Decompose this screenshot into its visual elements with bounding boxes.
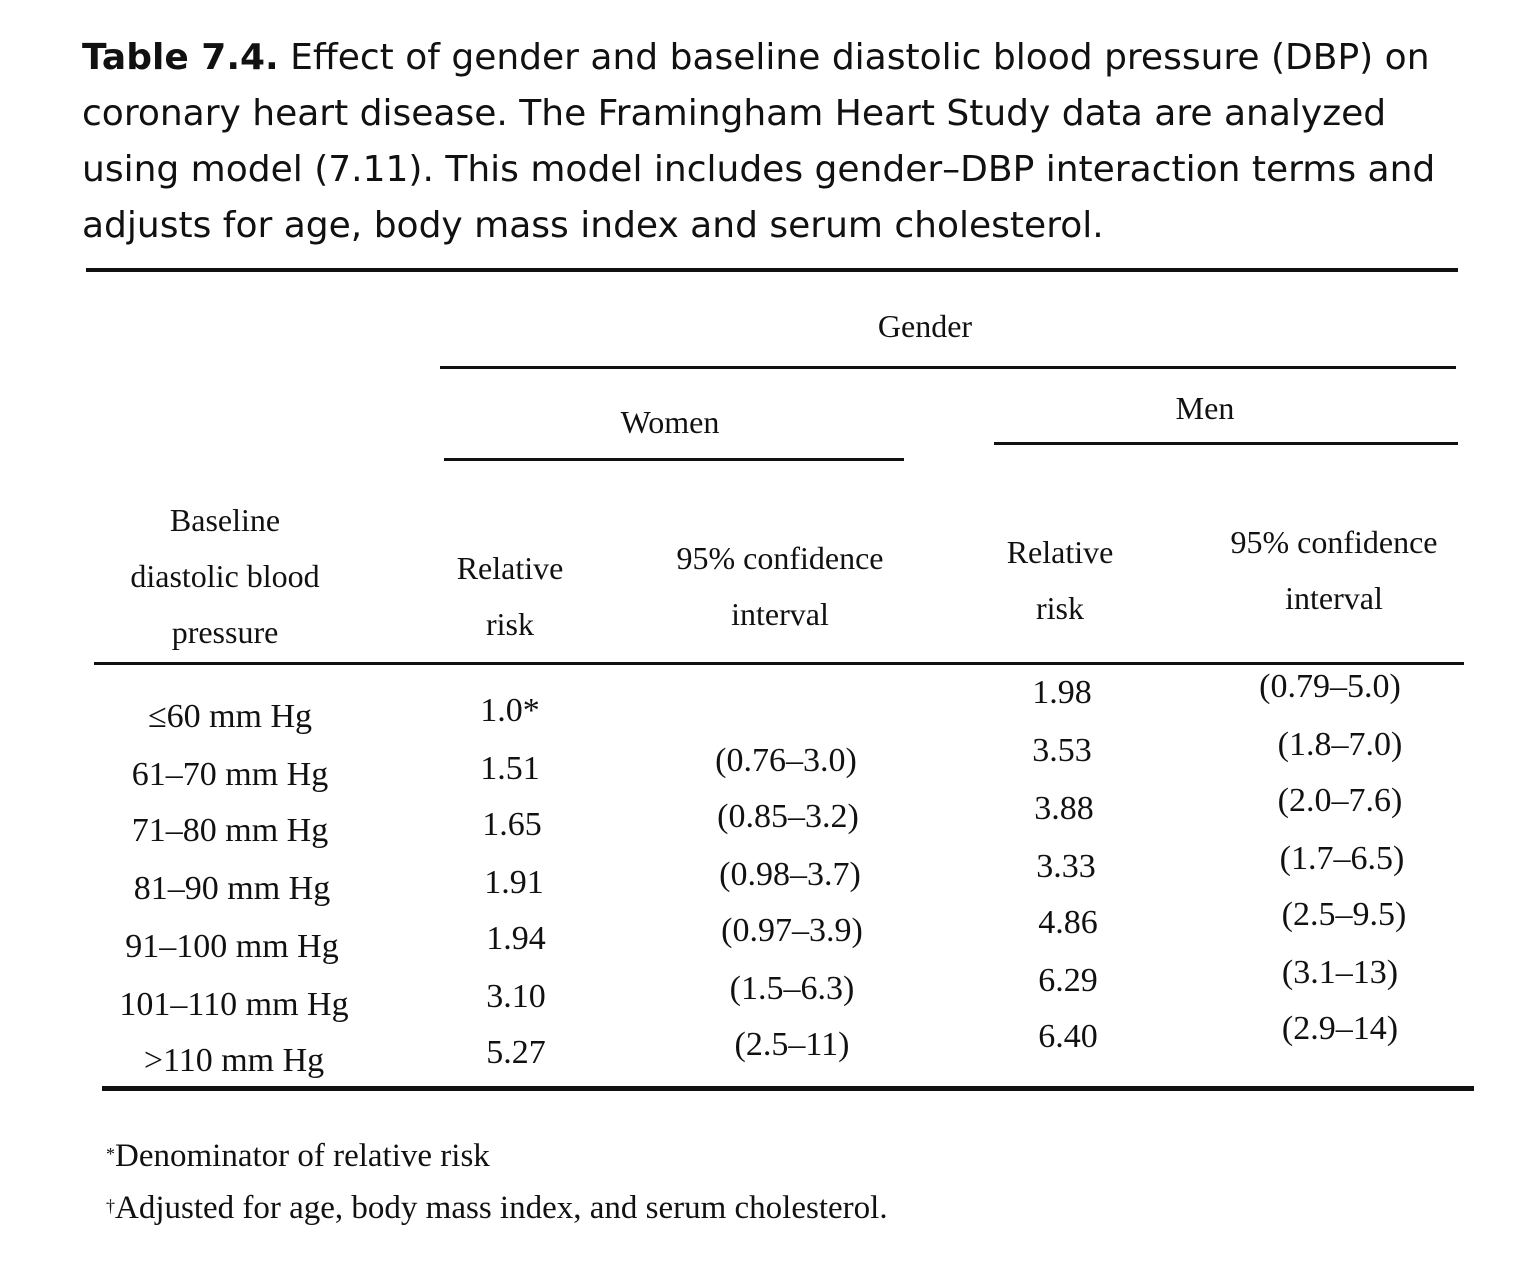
column-header-line: risk	[1036, 590, 1084, 626]
women-relative-risk: 1.94	[486, 920, 546, 957]
men-relative-risk: 3.88	[1034, 790, 1094, 827]
caption-text: Effect of gender and baseline diastolic …	[82, 37, 1436, 246]
men-relative-risk: 4.86	[1038, 904, 1098, 941]
group-rule-men	[994, 442, 1458, 445]
column-header-line: Baseline	[169, 502, 281, 538]
table-row-label: 81–90 mm Hg	[133, 870, 331, 907]
men-confidence-interval: (1.8–7.0)	[1277, 726, 1403, 763]
column-header-men-ci: 95% confidence interval	[1184, 514, 1484, 626]
table-top-rule	[86, 268, 1458, 272]
group-header-women: Women	[620, 404, 720, 440]
column-header-line: 95% confidence	[1230, 524, 1438, 560]
men-confidence-interval: (2.5–9.5)	[1281, 896, 1407, 933]
table-row-label: 101–110 mm Hg	[119, 986, 349, 1023]
footnote-denominator: *Denominator of relative risk	[106, 1138, 490, 1175]
column-header-line: pressure	[171, 614, 279, 650]
women-confidence-interval: (0.97–3.9)	[721, 912, 863, 949]
column-header-line: interval	[731, 596, 829, 632]
table-row-label: 91–100 mm Hg	[125, 928, 339, 965]
column-header-women-ci: 95% confidence interval	[630, 530, 930, 642]
women-relative-risk: 5.27	[486, 1034, 546, 1071]
column-header-line: interval	[1285, 580, 1383, 616]
footnote-adjusted: †Adjusted for age, body mass index, and …	[106, 1190, 888, 1227]
women-confidence-interval: (0.98–3.7)	[719, 856, 861, 893]
group-rule-women	[444, 458, 904, 461]
column-header-line: diastolic blood	[130, 558, 320, 594]
column-header-line: Relative	[1006, 534, 1114, 570]
men-relative-risk: 1.98	[1032, 674, 1092, 711]
column-header-men-rr: Relative risk	[980, 524, 1140, 636]
group-header-men: Men	[1175, 390, 1235, 426]
men-relative-risk: 3.33	[1036, 848, 1096, 885]
women-confidence-interval: (0.76–3.0)	[715, 742, 857, 779]
column-header-women-rr: Relative risk	[430, 540, 590, 652]
footnote-text: Adjusted for age, body mass index, and s…	[115, 1190, 888, 1226]
table-label: Table 7.4.	[82, 37, 279, 78]
men-confidence-interval: (3.1–13)	[1281, 954, 1399, 991]
women-relative-risk: 1.65	[482, 806, 542, 843]
men-confidence-interval: (2.9–14)	[1281, 1010, 1399, 1047]
men-relative-risk: 6.40	[1038, 1018, 1098, 1055]
women-relative-risk: 1.91	[484, 864, 544, 901]
women-relative-risk: 1.0*	[480, 692, 540, 729]
footnote-text: Denominator of relative risk	[115, 1138, 490, 1174]
women-relative-risk: 3.10	[486, 978, 546, 1015]
table-bottom-rule	[102, 1086, 1474, 1091]
men-relative-risk: 3.53	[1032, 732, 1092, 769]
table-row-label: ≤60 mm Hg	[147, 698, 313, 735]
men-confidence-interval: (0.79–5.0)	[1259, 668, 1401, 705]
men-confidence-interval: (1.7–6.5)	[1279, 840, 1405, 877]
men-confidence-interval: (2.0–7.6)	[1277, 782, 1403, 819]
table-row-label: 71–80 mm Hg	[131, 812, 329, 849]
women-relative-risk: 1.51	[480, 750, 540, 787]
spanner-header-gender: Gender	[877, 308, 973, 344]
men-relative-risk: 6.29	[1038, 962, 1098, 999]
women-confidence-interval: (1.5–6.3)	[729, 970, 855, 1007]
footnote-mark: *	[106, 1144, 115, 1164]
column-header-line: Relative	[456, 550, 564, 586]
table-row-label: >110 mm Hg	[143, 1042, 325, 1079]
women-confidence-interval: (0.85–3.2)	[717, 798, 859, 835]
footnote-mark: †	[106, 1196, 115, 1216]
table-row-label: 61–70 mm Hg	[131, 756, 329, 793]
spanner-rule	[440, 366, 1456, 369]
column-header-line: 95% confidence	[676, 540, 884, 576]
column-header-line: risk	[486, 606, 534, 642]
women-confidence-interval: (2.5–11)	[734, 1026, 850, 1063]
table-caption: Table 7.4. Effect of gender and baseline…	[82, 30, 1462, 254]
header-bottom-rule	[94, 662, 1464, 665]
column-header-baseline: Baseline diastolic blood pressure	[80, 492, 370, 660]
